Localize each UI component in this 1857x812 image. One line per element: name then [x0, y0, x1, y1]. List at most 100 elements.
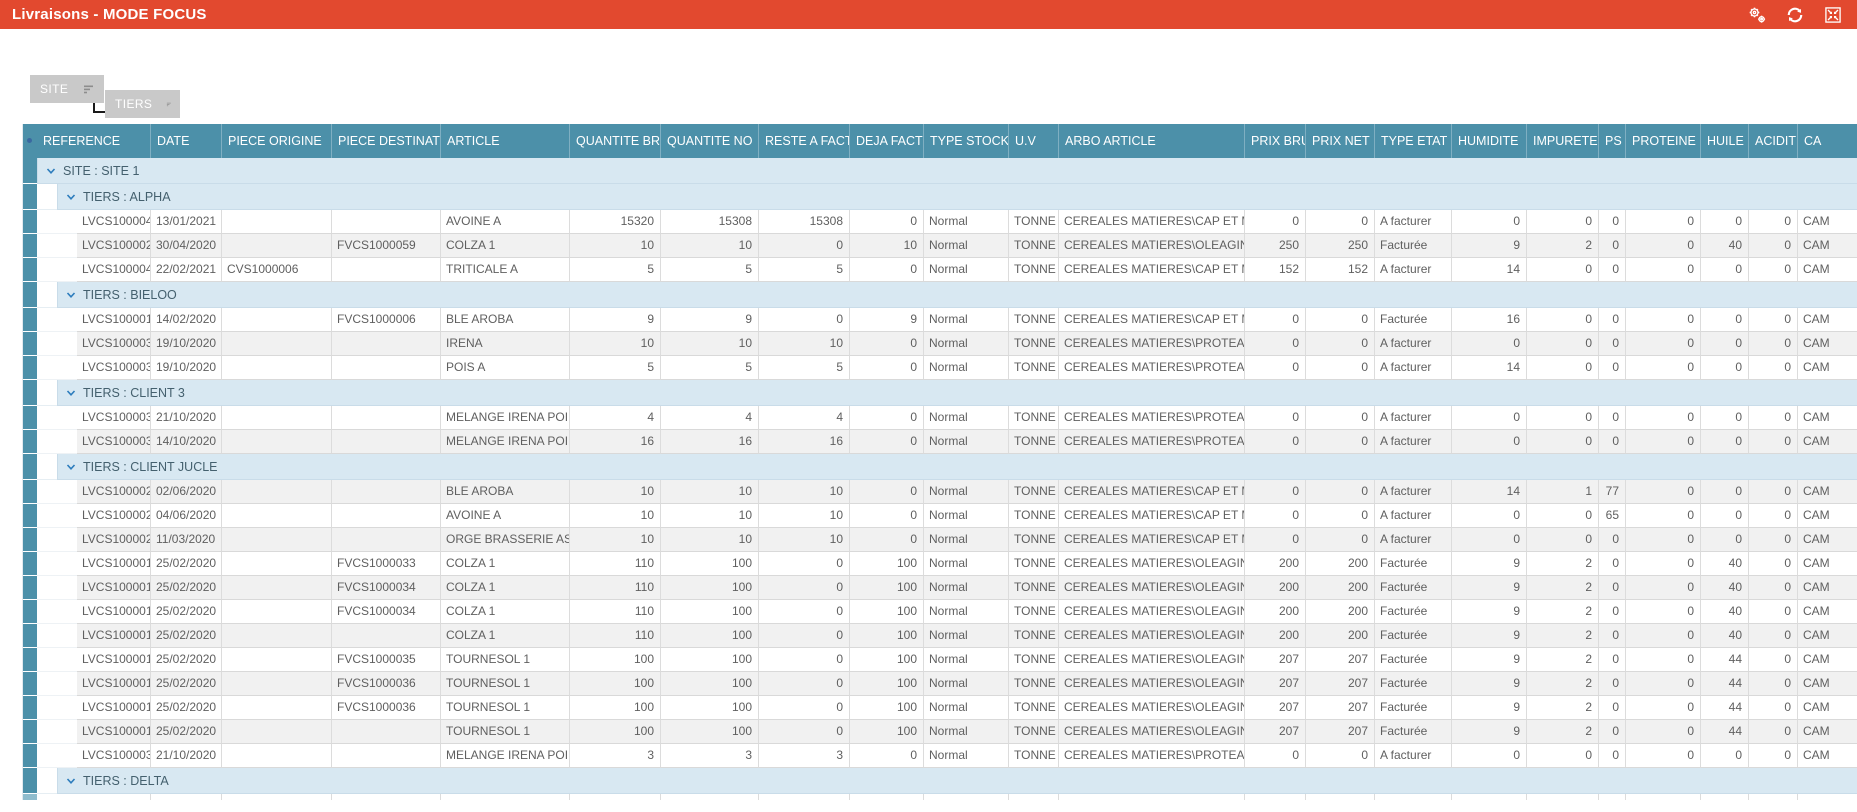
chevron-down-icon[interactable]: [66, 193, 76, 201]
row-selector-cell[interactable]: [23, 504, 37, 528]
header-cell-piece_destinat[interactable]: PIECE DESTINAT: [332, 124, 441, 158]
group-chip-site[interactable]: SITE: [30, 75, 104, 103]
chevron-down-icon[interactable]: [66, 389, 76, 397]
row-selector-cell[interactable]: [23, 380, 37, 406]
row-selector-cell[interactable]: [23, 794, 37, 800]
cell-ps: 0: [1599, 576, 1626, 600]
group-band: TIERS : DELTA: [57, 768, 1857, 794]
header-cell-article[interactable]: ARTICLE: [441, 124, 570, 158]
row-selector-cell[interactable]: [23, 356, 37, 380]
header-cell-prix_net[interactable]: PRIX NET: [1306, 124, 1375, 158]
header-cell-huile[interactable]: HUILE: [1701, 124, 1749, 158]
row-selector-cell[interactable]: [23, 258, 37, 282]
row-selector-cell[interactable]: [23, 552, 37, 576]
row-selector-cell[interactable]: [23, 600, 37, 624]
header-cell-humidite[interactable]: HUMIDITE: [1452, 124, 1527, 158]
header-cell-impurete[interactable]: IMPURETE: [1527, 124, 1599, 158]
chevron-down-icon[interactable]: [66, 463, 76, 471]
header-cell-reste_a_fact[interactable]: RESTE A FACT: [759, 124, 850, 158]
row-selector-cell[interactable]: [23, 576, 37, 600]
header-cell-campagne[interactable]: CA: [1798, 124, 1857, 158]
row-selector-cell[interactable]: [23, 720, 37, 744]
row-selector-cell[interactable]: [23, 308, 37, 332]
cell-arbo_article: CEREALES MATIERES\OLEAGIN: [1059, 696, 1245, 720]
chevron-down-icon[interactable]: [66, 777, 76, 785]
settings-gears-icon[interactable]: [1747, 5, 1767, 25]
row-selector-cell[interactable]: [23, 480, 37, 504]
header-cell-quantite_br[interactable]: QUANTITE BR: [570, 124, 661, 158]
row-selector-cell[interactable]: [23, 624, 37, 648]
row-selector-cell[interactable]: [23, 158, 37, 184]
cell-reference: LVCS1000044: [77, 210, 151, 234]
table-row[interactable]: LVCS100001925/02/2020 FVCS1000035TOURNESO…: [23, 648, 1857, 672]
chevron-down-icon[interactable]: [46, 167, 56, 175]
cell-type_etat: [1375, 794, 1452, 800]
table-row[interactable]: [23, 794, 1857, 800]
header-cell-reference[interactable]: REFERENCE: [37, 124, 151, 158]
header-cell-acidite[interactable]: ACIDITE: [1749, 124, 1798, 158]
group-row-tiers[interactable]: TIERS : CLIENT JUCLE: [23, 454, 1857, 480]
table-row[interactable]: LVCS100003619/10/2020IRENA1010100NormalT…: [23, 332, 1857, 356]
row-selector-cell[interactable]: [23, 744, 37, 768]
group-row-tiers[interactable]: TIERS : CLIENT 3: [23, 380, 1857, 406]
header-cell-date[interactable]: DATE: [151, 124, 222, 158]
cell-campagne: CAM: [1798, 600, 1857, 624]
row-selector-cell[interactable]: [23, 406, 37, 430]
group-row-tiers[interactable]: TIERS : BIELOO: [23, 282, 1857, 308]
cell-reste_a_fact: 0: [759, 552, 850, 576]
row-selector-cell[interactable]: [23, 528, 37, 552]
row-selector-cell[interactable]: [23, 454, 37, 480]
row-selector-cell[interactable]: [23, 648, 37, 672]
cell-campagne: CAM: [1798, 308, 1857, 332]
header-cell-quantite_no[interactable]: QUANTITE NO: [661, 124, 759, 158]
header-cell-type_stock[interactable]: TYPE STOCK: [924, 124, 1009, 158]
row-selector-cell[interactable]: [23, 696, 37, 720]
row-selector-cell[interactable]: [23, 672, 37, 696]
cell-piece_origine: [222, 720, 332, 744]
table-row[interactable]: LVCS100001925/02/2020 FVCS1000036TOURNESO…: [23, 696, 1857, 720]
chevron-down-icon[interactable]: [66, 291, 76, 299]
table-row[interactable]: LVCS100001925/02/2020 FVCS1000036TOURNESO…: [23, 672, 1857, 696]
cell-huile: 0: [1701, 332, 1749, 356]
row-selector-cell[interactable]: [23, 184, 37, 210]
group-row-site[interactable]: SITE : SITE 1: [23, 158, 1857, 184]
header-cell-uv[interactable]: U.V: [1009, 124, 1059, 158]
header-cell-type_etat[interactable]: TYPE ETAT: [1375, 124, 1452, 158]
group-row-tiers[interactable]: TIERS : ALPHA: [23, 184, 1857, 210]
row-selector-cell[interactable]: [23, 210, 37, 234]
select-all-header-cell[interactable]: [23, 124, 37, 158]
row-selector-cell[interactable]: [23, 768, 37, 794]
header-cell-deja_fact[interactable]: DEJA FACT: [850, 124, 924, 158]
cell-quantite_br: 110: [570, 624, 661, 648]
row-selector-cell[interactable]: [23, 282, 37, 308]
compress-icon[interactable]: [1823, 5, 1843, 25]
group-chip-tiers[interactable]: TIERS: [105, 90, 180, 118]
row-selector-cell[interactable]: [23, 430, 37, 454]
header-cell-ps[interactable]: PS: [1599, 124, 1626, 158]
row-selector-cell[interactable]: [23, 234, 37, 258]
header-cell-proteine[interactable]: PROTEINE: [1626, 124, 1701, 158]
group-row-tiers[interactable]: TIERS : DELTA: [23, 768, 1857, 794]
refresh-icon[interactable]: [1785, 5, 1805, 25]
header-cell-prix_bru[interactable]: PRIX BRU: [1245, 124, 1306, 158]
cell-date: 19/10/2020: [151, 332, 222, 356]
row-selector-cell[interactable]: [23, 332, 37, 356]
header-cell-arbo_article[interactable]: ARBO ARTICLE: [1059, 124, 1245, 158]
header-cell-piece_origine[interactable]: PIECE ORIGINE: [222, 124, 332, 158]
